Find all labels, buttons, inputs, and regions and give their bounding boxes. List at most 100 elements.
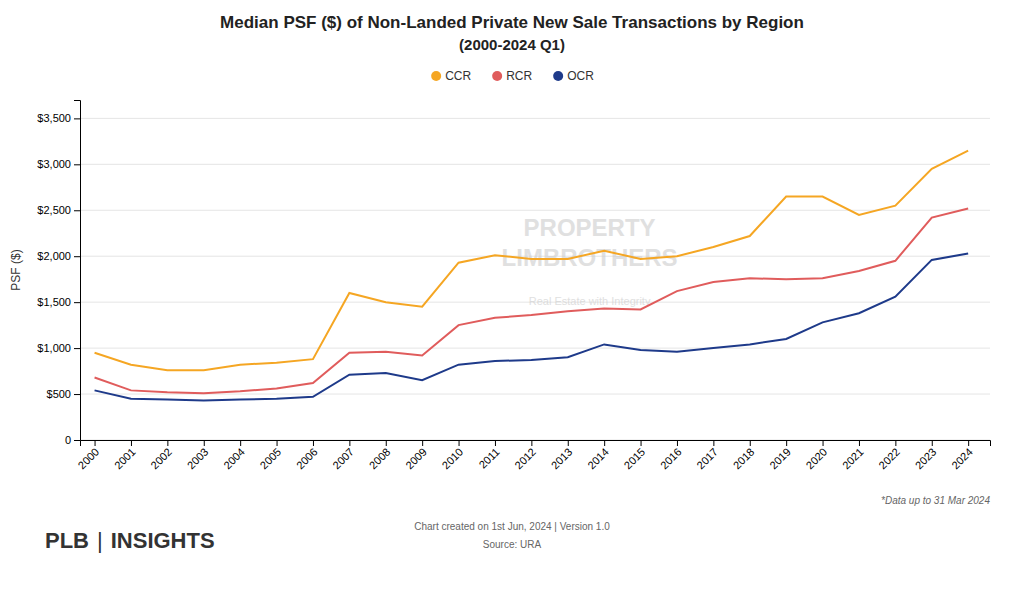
x-tick-label: 2012 [512, 446, 538, 472]
x-tick-label: 2003 [185, 446, 211, 472]
y-tick: $3,500 [37, 112, 80, 124]
x-tick: 2008 [367, 440, 393, 471]
x-tick: 2020 [803, 440, 829, 471]
series-line [95, 151, 969, 371]
x-tick-label: 2006 [294, 446, 320, 472]
series-line [95, 208, 969, 393]
x-tick: 2000 [75, 440, 101, 471]
y-tick-mark [74, 210, 80, 211]
legend-item: RCR [492, 69, 532, 83]
y-axis-line [74, 101, 81, 441]
x-tick: 2014 [585, 440, 611, 471]
series-line [95, 253, 969, 400]
x-tick-label: 2017 [694, 446, 720, 472]
chart: Median PSF ($) of Non-Landed Private New… [0, 0, 1024, 593]
x-tick: 2006 [294, 440, 320, 471]
x-tick: 2022 [876, 440, 902, 471]
x-tick: 2004 [221, 440, 247, 471]
y-tick-mark [74, 256, 80, 257]
x-tick-label: 2021 [840, 446, 866, 472]
legend-item: OCR [553, 69, 594, 83]
x-tick-mark [968, 440, 969, 446]
y-tick-mark [74, 118, 80, 119]
x-tick: 2009 [403, 440, 429, 471]
x-tick: 2021 [840, 440, 866, 471]
x-tick-mark [895, 440, 896, 446]
x-tick-mark [349, 440, 350, 446]
x-tick-mark [313, 440, 314, 446]
x-tick-mark [677, 440, 678, 446]
watermark-text: PROPERTY [524, 214, 656, 241]
y-tick: $2,000 [37, 250, 80, 262]
x-tick-mark [750, 440, 751, 446]
x-tick-mark [641, 440, 642, 446]
y-tick-mark [74, 164, 80, 165]
y-tick-label: $3,000 [37, 158, 71, 170]
x-tick-mark [167, 440, 168, 446]
x-tick: 2001 [112, 440, 138, 471]
x-tick-mark [277, 440, 278, 446]
x-tick-mark [786, 440, 787, 446]
legend-swatch [553, 71, 563, 81]
x-tick-label: 2009 [403, 446, 429, 472]
x-tick-label: 2016 [658, 446, 684, 472]
x-tick: 2011 [476, 440, 501, 471]
grid-line [80, 348, 990, 349]
x-axis-line [81, 441, 991, 447]
x-tick: 2010 [439, 440, 465, 471]
x-tick-label: 2010 [439, 446, 465, 472]
y-tick-label: $1,000 [37, 342, 71, 354]
y-tick: $1,500 [37, 296, 80, 308]
x-tick: 2016 [658, 440, 684, 471]
x-tick: 2012 [512, 440, 538, 471]
x-tick-label: 2008 [367, 446, 393, 472]
x-tick: 2013 [549, 440, 575, 471]
y-tick-mark [74, 302, 80, 303]
y-tick-mark [74, 440, 80, 441]
x-tick-label: 2007 [330, 446, 356, 472]
y-tick: $500 [47, 388, 80, 400]
x-tick-mark [459, 440, 460, 446]
plot-area: PROPERTYLIMBROTHERSReal Estate with Inte… [37, 101, 990, 472]
y-axis: 0 $500 $1,000 $1,500 $2,000 $2,500 $3,000 $3,50… [37, 101, 80, 447]
y-tick-label: 0 [65, 434, 71, 446]
x-tick-label: 2013 [549, 446, 575, 472]
x-tick-mark [859, 440, 860, 446]
x-tick-mark [713, 440, 714, 446]
x-tick-mark [823, 440, 824, 446]
watermark-tagline: Real Estate with Integrity [529, 295, 651, 307]
x-tick-label: 2020 [803, 446, 829, 472]
y-tick-label: $500 [47, 388, 71, 400]
x-tick: 2023 [913, 440, 939, 471]
y-axis-title: PSF ($) [9, 249, 23, 290]
legend-swatch [492, 71, 502, 81]
grid-line [80, 118, 990, 119]
footer: Source: URA [483, 539, 542, 550]
y-tick-label: $3,500 [37, 112, 71, 124]
x-tick-mark [240, 440, 241, 446]
grid-line [80, 210, 990, 211]
x-tick-label: 2001 [112, 446, 138, 472]
x-tick: 2024 [949, 440, 975, 471]
branding: PLB|INSIGHTS [45, 528, 215, 553]
x-tick-label: 2005 [257, 446, 283, 472]
x-tick-label: 2018 [731, 446, 757, 472]
subtitle: (2000-2024 Q1) [459, 36, 565, 53]
x-tick-mark [531, 440, 532, 446]
legend-swatch [431, 71, 441, 81]
x-tick-mark [204, 440, 205, 446]
y-tick-mark [74, 348, 80, 349]
x-tick: 2003 [185, 440, 211, 471]
x-tick-label: 2015 [621, 446, 647, 472]
x-tick: 2005 [257, 440, 283, 471]
branding-text: INSIGHTS [111, 528, 215, 553]
legend-label: OCR [567, 69, 594, 83]
footer: Chart created on 1st Jun, 2024 | Version… [414, 521, 610, 532]
x-tick-label: 2022 [876, 446, 902, 472]
x-tick-mark [131, 440, 132, 446]
y-tick-label: $2,500 [37, 204, 71, 216]
x-tick-label: 2004 [221, 446, 247, 472]
legend-label: RCR [506, 69, 532, 83]
x-tick: 2017 [694, 440, 720, 471]
legend-label: CCR [445, 69, 471, 83]
